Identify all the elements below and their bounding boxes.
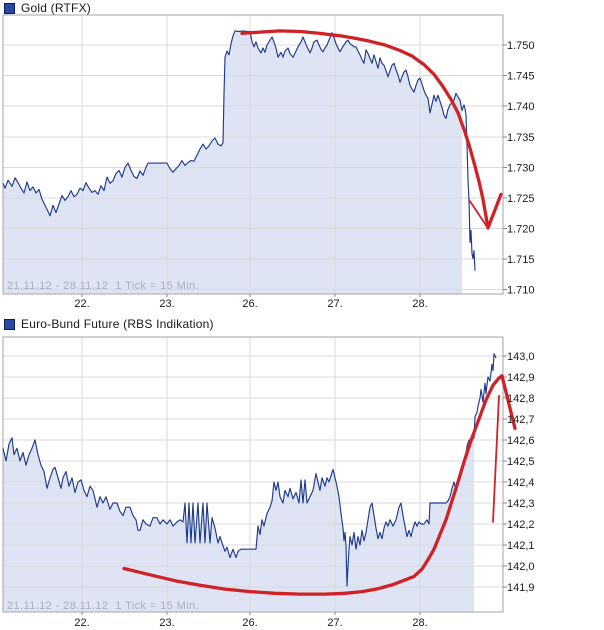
gold-chart-panel: 1.750 1.745 1.740 1.735 1.730 1.725 1.720 1.715… bbox=[2, 2, 535, 310]
y-tick-label: 1.720 bbox=[507, 224, 535, 236]
x-tick-label: 22. bbox=[74, 617, 89, 629]
annotation-arrow-head bbox=[486, 192, 503, 230]
y-tick-label: 1.750 bbox=[507, 40, 535, 52]
annotation-arrow-head bbox=[500, 374, 517, 431]
y-tick-label: 142,1 bbox=[507, 540, 535, 552]
x-tick-label: 27. bbox=[327, 617, 342, 629]
y-tick-label: 1.710 bbox=[507, 285, 535, 297]
gold-title-row: Gold (RTFX) bbox=[4, 2, 91, 15]
bund-date-range-watermark: 21.11.12 - 28.11.12 1 Tick = 15 Min. bbox=[7, 600, 200, 612]
annotation-arrow-barb bbox=[492, 394, 500, 523]
annotation-arrow-shaft bbox=[240, 29, 490, 230]
y-tick-label: 143,0 bbox=[507, 351, 535, 363]
y-tick-label: 142,4 bbox=[507, 477, 535, 489]
y-tick-label: 142,6 bbox=[507, 435, 535, 447]
gold-date-range-watermark: 21.11.12 - 28.11.12 1 Tick = 15 Min. bbox=[7, 280, 200, 292]
annotation-arrow-barb bbox=[468, 198, 488, 228]
y-tick-label: 142,0 bbox=[507, 561, 535, 573]
x-tick-label: 23. bbox=[159, 298, 174, 310]
x-tick-label: 27. bbox=[327, 298, 342, 310]
y-tick-label: 1.740 bbox=[507, 101, 535, 113]
gold-chart-title: Gold (RTFX) bbox=[21, 1, 91, 15]
gold-plot: 1.750 1.745 1.740 1.735 1.730 1.725 1.720 1.715… bbox=[2, 14, 535, 310]
series-marker-icon bbox=[4, 319, 15, 330]
y-tick-label: 142,8 bbox=[507, 393, 535, 405]
y-tick-label: 142,5 bbox=[507, 456, 535, 468]
y-tick-label: 142,3 bbox=[507, 498, 535, 510]
y-tick-label: 142,9 bbox=[507, 372, 535, 384]
price-line bbox=[2, 30, 476, 271]
plot-border bbox=[2, 14, 504, 295]
bund-chart-title: Euro-Bund Future (RBS Indikation) bbox=[21, 317, 214, 331]
series-marker-icon bbox=[4, 3, 15, 14]
area-fill bbox=[3, 30, 462, 295]
bund-chart-panel: 143,0 142,9 142,8 142,7 142,6 142,5 142,4 142,3… bbox=[0, 316, 604, 630]
y-tick-label: 142,2 bbox=[507, 519, 535, 531]
price-line bbox=[2, 353, 497, 587]
y-tick-label: 1.735 bbox=[507, 132, 535, 144]
x-tick-label: 22. bbox=[74, 298, 89, 310]
x-tick-label: 28. bbox=[412, 617, 427, 629]
y-tick-label: 142,7 bbox=[507, 414, 535, 426]
x-tick-label: 26. bbox=[242, 617, 257, 629]
y-tick-label: 1.715 bbox=[507, 254, 535, 266]
x-tick-label: 26. bbox=[242, 298, 257, 310]
y-tick-label: 141,9 bbox=[507, 582, 535, 594]
area-fill bbox=[3, 437, 474, 612]
plot-border bbox=[2, 336, 504, 613]
y-tick-label: 1.745 bbox=[507, 71, 535, 83]
bund-plot: 143,0 142,9 142,8 142,7 142,6 142,5 142,4 142,3… bbox=[2, 336, 535, 629]
x-tick-label: 23. bbox=[159, 617, 174, 629]
y-tick-label: 1.725 bbox=[507, 193, 535, 205]
y-tick-label: 1.730 bbox=[507, 162, 535, 174]
x-tick-label: 28. bbox=[412, 298, 427, 310]
bund-title-row: Euro-Bund Future (RBS Indikation) bbox=[4, 318, 214, 331]
annotation-arrow-shaft bbox=[122, 374, 504, 596]
